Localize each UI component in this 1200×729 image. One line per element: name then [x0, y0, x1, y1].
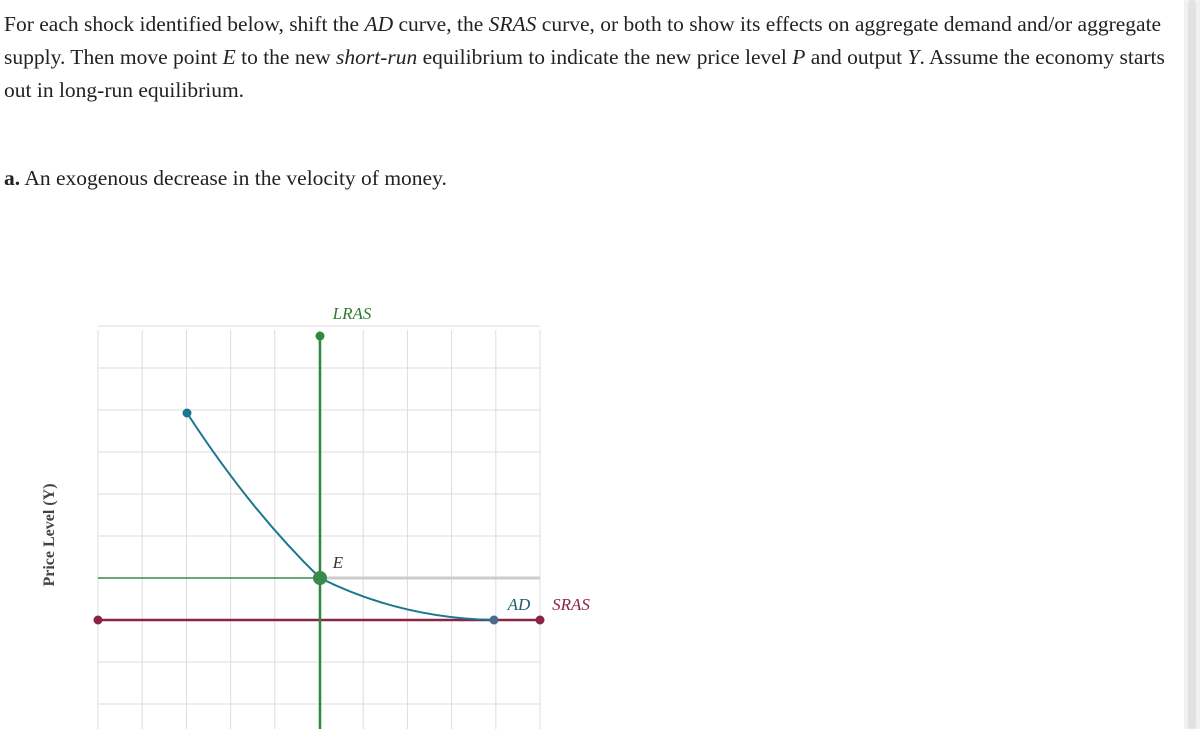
- part-text: An exogenous decrease in the velocity of…: [24, 166, 447, 190]
- equilibrium-label: E: [332, 553, 344, 572]
- y-axis-label: Price Level (Y): [41, 483, 58, 586]
- ad-label: AD: [507, 595, 531, 614]
- lras-label: LRAS: [332, 304, 372, 323]
- ad-handle[interactable]: [489, 615, 499, 625]
- text: curve, the: [393, 12, 489, 36]
- scrollbar-thumb[interactable]: [1188, 0, 1196, 729]
- text: curve, or both to show its effects on ag…: [4, 12, 1162, 69]
- part-label: a.: [4, 166, 21, 190]
- ad-handle[interactable]: [182, 408, 192, 418]
- text: P: [792, 45, 806, 69]
- instructions: For each shock identified below, shift t…: [4, 8, 1174, 107]
- equilibrium-point[interactable]: [313, 571, 327, 585]
- question-part: a. An exogenous decrease in the velocity…: [4, 166, 447, 191]
- text: AD: [364, 12, 394, 36]
- text: to the new: [235, 45, 337, 69]
- sras-handle[interactable]: [93, 615, 103, 625]
- text: SRAS: [488, 12, 537, 36]
- text: short-run: [336, 45, 418, 69]
- lras-handle[interactable]: [315, 331, 325, 341]
- text: equilibrium to indicate the new price le…: [417, 45, 793, 69]
- sras-handle[interactable]: [535, 615, 545, 625]
- text: . Assume the economy starts out in long-…: [4, 45, 1165, 102]
- text: E: [222, 45, 236, 69]
- text: and output: [805, 45, 908, 69]
- text: Y: [907, 45, 920, 69]
- text: For each shock identified below, shift t…: [4, 12, 365, 36]
- ad-curve[interactable]: [186, 412, 495, 621]
- sras-label: SRAS: [552, 595, 590, 614]
